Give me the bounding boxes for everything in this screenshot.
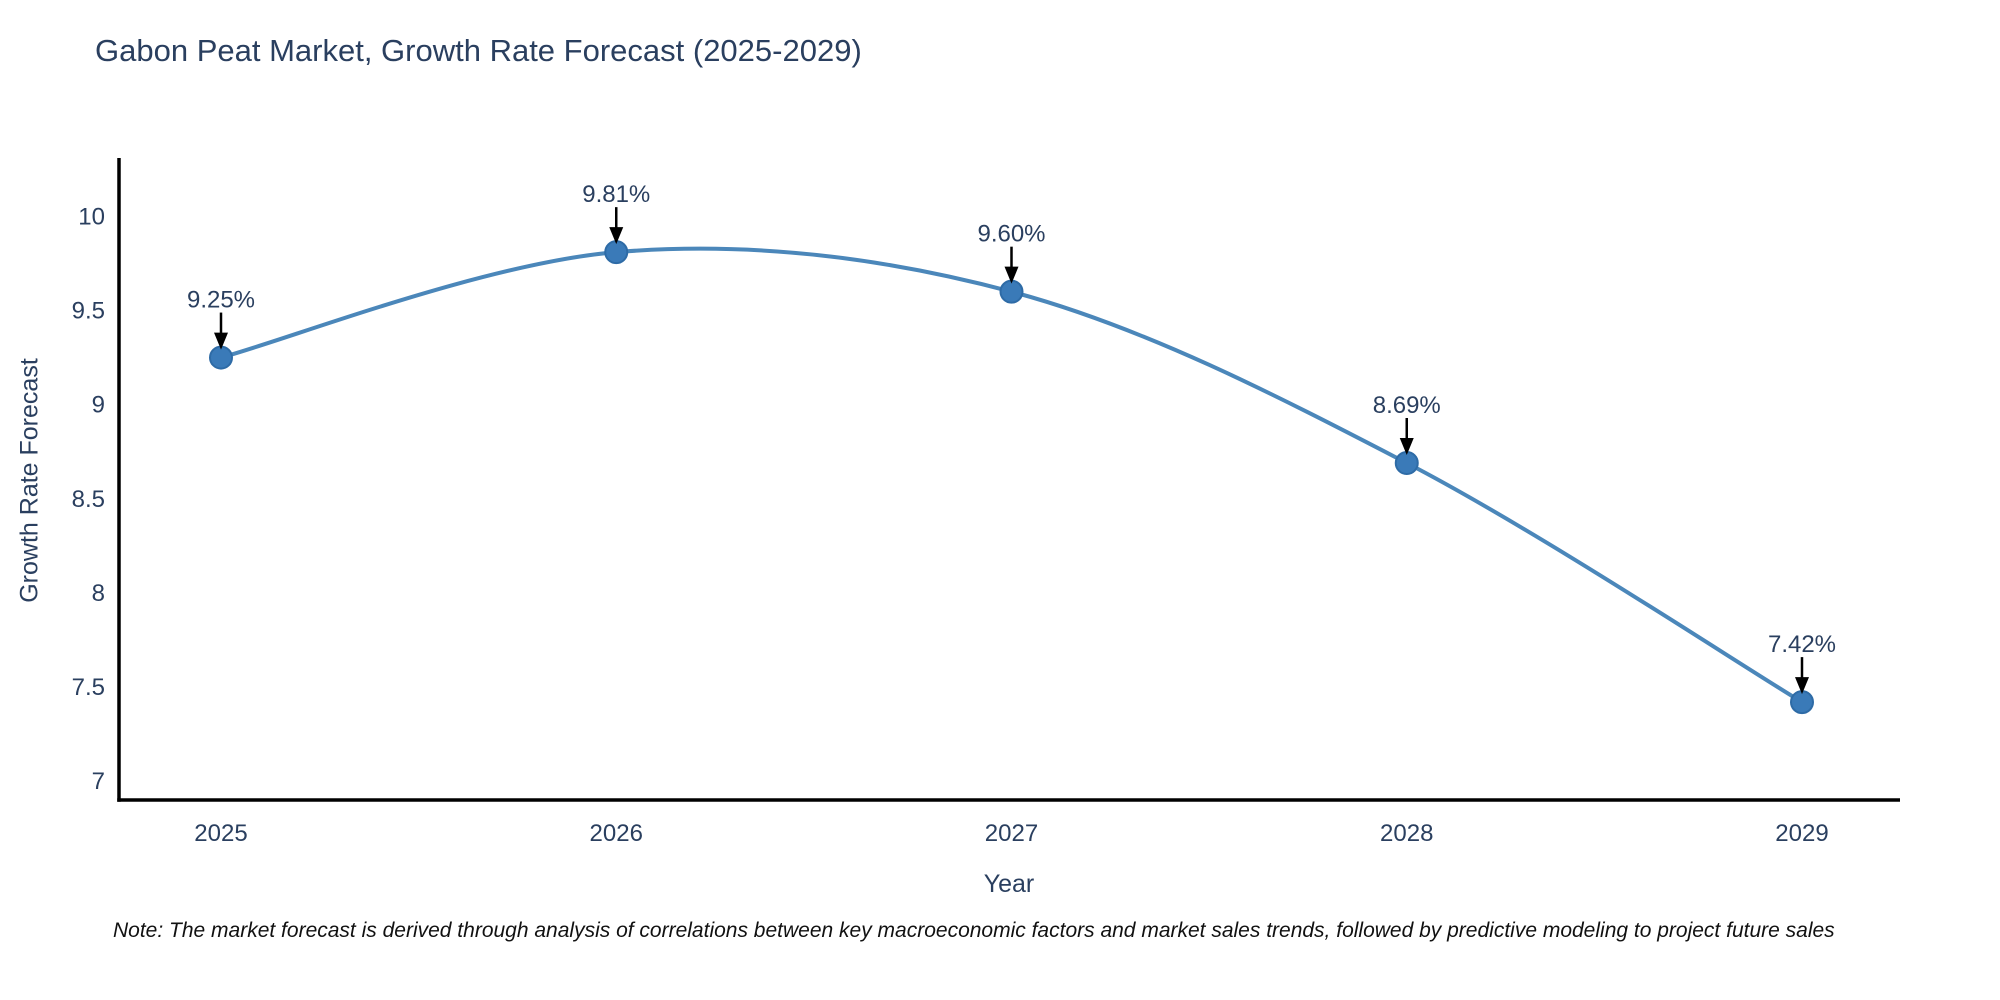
x-tick-label: 2026 (590, 820, 643, 847)
y-axis-title: Growth Rate Forecast (15, 358, 44, 603)
series-line (220, 246, 1804, 704)
y-tick-label: 7.5 (72, 674, 105, 701)
annotation-arrow-head (214, 332, 228, 350)
annotation-label: 8.69% (1373, 392, 1441, 419)
annotation-label: 7.42% (1768, 631, 1836, 658)
data-point-marker[interactable] (999, 279, 1024, 304)
y-tick-label: 10 (78, 203, 105, 230)
annotation-label: 9.25% (187, 287, 255, 314)
annotation-arrow-head (1399, 437, 1414, 455)
y-tick-label: 7 (92, 768, 105, 795)
y-tick-label: 8.5 (72, 486, 105, 513)
x-tick-label: 2029 (1775, 820, 1828, 847)
x-tick-label: 2025 (194, 820, 247, 847)
data-point-marker[interactable] (209, 345, 233, 370)
data-point-marker[interactable] (1790, 690, 1814, 715)
annotation-arrow-head (609, 227, 624, 245)
annotation-arrow-head (1795, 677, 1809, 695)
data-point-marker[interactable] (604, 240, 629, 265)
data-point-marker[interactable] (1394, 450, 1419, 475)
x-axis-title: Year (983, 870, 1035, 898)
y-tick-label: 9 (92, 392, 105, 419)
y-tick-label: 9.5 (72, 297, 105, 324)
x-tick-label: 2028 (1380, 820, 1433, 847)
annotation-label: 9.60% (977, 221, 1045, 248)
annotation-label: 9.81% (582, 181, 650, 208)
annotation-arrow-head (1004, 266, 1019, 284)
chart-title: Gabon Peat Market, Growth Rate Forecast … (95, 33, 862, 68)
y-tick-label: 8 (92, 580, 105, 607)
x-tick-label: 2027 (985, 820, 1038, 847)
footnote: Note: The market forecast is derived thr… (113, 919, 1835, 942)
